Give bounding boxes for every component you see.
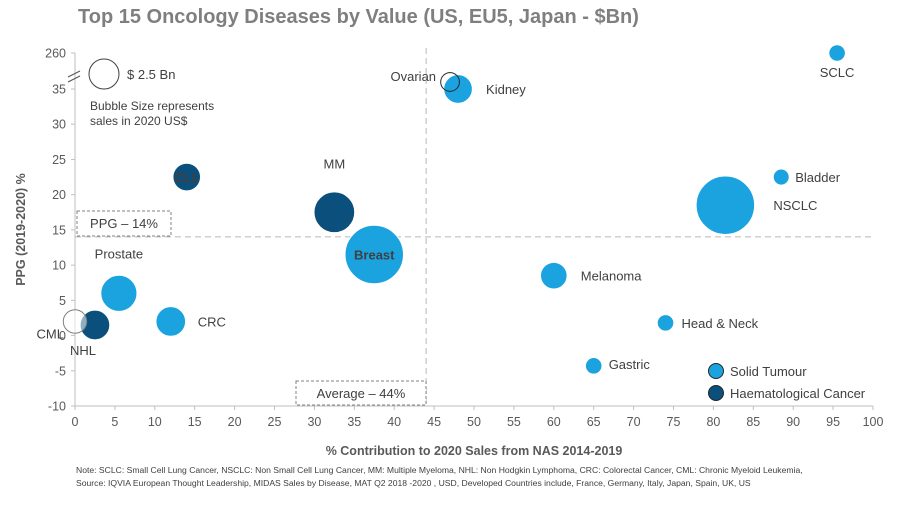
axis-break-mark bbox=[67, 70, 81, 78]
bubble-label-mm: MM bbox=[324, 156, 346, 171]
average-label-box bbox=[295, 380, 427, 406]
y-axis-title: PPG (2019-2020) % bbox=[14, 173, 28, 286]
x-tick-label: 15 bbox=[188, 415, 202, 429]
legend-label-solid-tumour: Solid Tumour bbox=[730, 364, 807, 379]
size-legend-note: Bubble Size represents bbox=[90, 99, 214, 113]
x-tick-label: 85 bbox=[746, 415, 760, 429]
y-tick-label: 260 bbox=[45, 47, 66, 61]
bubble-prostate bbox=[100, 274, 138, 312]
x-tick-label: 70 bbox=[627, 415, 641, 429]
bubble-label-ovarian: Ovarian bbox=[391, 69, 437, 84]
size-legend-value: $ 2.5 Bn bbox=[127, 67, 175, 82]
bubble-label-head-neck: Head & Neck bbox=[682, 316, 759, 331]
x-tick-label: 50 bbox=[467, 415, 481, 429]
y-tick-label: 25 bbox=[52, 153, 66, 167]
x-axis-title: % Contribution to 2020 Sales from NAS 20… bbox=[326, 444, 623, 458]
bubble-label-crc: CRC bbox=[198, 314, 226, 329]
x-tick-label: 45 bbox=[427, 415, 441, 429]
legend-label-haematological-cancer: Haematological Cancer bbox=[730, 386, 866, 401]
x-tick-label: 95 bbox=[826, 415, 840, 429]
bubble-label-prostate: Prostate bbox=[95, 246, 143, 261]
ppg-label: PPG – 14% bbox=[90, 216, 158, 231]
y-tick-label: -10 bbox=[48, 400, 66, 414]
bubble-label-breast: Breast bbox=[354, 248, 395, 263]
y-tick-label: 10 bbox=[52, 259, 66, 273]
x-tick-label: 20 bbox=[228, 415, 242, 429]
x-tick-label: 10 bbox=[148, 415, 162, 429]
x-tick-label: 5 bbox=[111, 415, 118, 429]
bubble-mm bbox=[313, 191, 356, 234]
size-legend-bubble bbox=[88, 58, 120, 90]
bubble-label-bladder: Bladder bbox=[795, 170, 840, 185]
chart-title: Top 15 Oncology Diseases by Value (US, E… bbox=[78, 6, 639, 28]
note-abbreviations: Note: SCLC: Small Cell Lung Cancer, NSCL… bbox=[76, 465, 803, 475]
legend-marker-solid-tumour bbox=[708, 363, 724, 379]
bubble-gastric bbox=[584, 357, 603, 375]
ppg-label-box bbox=[76, 210, 172, 237]
y-tick-label: 0 bbox=[59, 329, 66, 343]
bubble-kidney bbox=[443, 74, 473, 104]
x-tick-label: 100 bbox=[863, 415, 884, 429]
x-tick-label: 60 bbox=[547, 415, 561, 429]
bubble-breast bbox=[344, 224, 404, 285]
bubble-label-gastric: Gastric bbox=[609, 357, 651, 372]
x-tick-label: 30 bbox=[307, 415, 321, 429]
bubble-bladder bbox=[772, 168, 790, 186]
bubble-ovarian bbox=[440, 72, 460, 92]
y-tick-label: 35 bbox=[52, 83, 66, 97]
bubble-label-melanoma: Melanoma bbox=[581, 269, 642, 284]
bubble-cll bbox=[172, 162, 202, 192]
legend-marker-haematological-cancer bbox=[708, 385, 724, 401]
chart-notes: Note: SCLC: Small Cell Lung Cancer, NSCL… bbox=[76, 464, 891, 489]
x-tick-label: 90 bbox=[786, 415, 800, 429]
x-tick-label: 25 bbox=[268, 415, 282, 429]
y-tick-label: 5 bbox=[59, 294, 66, 308]
y-tick-label: 20 bbox=[52, 188, 66, 202]
x-tick-label: 55 bbox=[507, 415, 521, 429]
bubble-cml bbox=[62, 309, 88, 334]
bubble-label-kidney: Kidney bbox=[486, 82, 526, 97]
y-tick-label: 15 bbox=[52, 223, 66, 237]
bubble-label-cml: CML bbox=[37, 326, 64, 341]
y-tick-label: -5 bbox=[55, 364, 66, 378]
size-legend-note: sales in 2020 US$ bbox=[90, 114, 188, 128]
note-source: Source: IQVIA European Thought Leadershi… bbox=[76, 477, 751, 488]
bubble-melanoma bbox=[539, 261, 568, 290]
x-tick-label: 0 bbox=[72, 415, 79, 429]
x-tick-label: 35 bbox=[347, 415, 361, 429]
bubble-sclc bbox=[828, 44, 846, 62]
average-label: Average – 44% bbox=[317, 386, 406, 401]
bubble-label-cll: CLL bbox=[174, 170, 199, 185]
bubble-crc bbox=[155, 306, 187, 337]
bubble-label-nsclc: NSCLC bbox=[773, 198, 817, 213]
bubble-nsclc bbox=[695, 175, 756, 235]
axis-break-mark bbox=[67, 75, 81, 83]
x-tick-label: 40 bbox=[387, 415, 401, 429]
x-tick-label: 80 bbox=[706, 415, 720, 429]
x-tick-label: 75 bbox=[667, 415, 681, 429]
bubble-label-sclc: SCLC bbox=[820, 65, 855, 80]
y-tick-label: 30 bbox=[52, 118, 66, 132]
x-tick-label: 65 bbox=[587, 415, 601, 429]
bubble-label-nhl: NHL bbox=[70, 343, 96, 358]
bubble-head-neck bbox=[656, 314, 675, 332]
